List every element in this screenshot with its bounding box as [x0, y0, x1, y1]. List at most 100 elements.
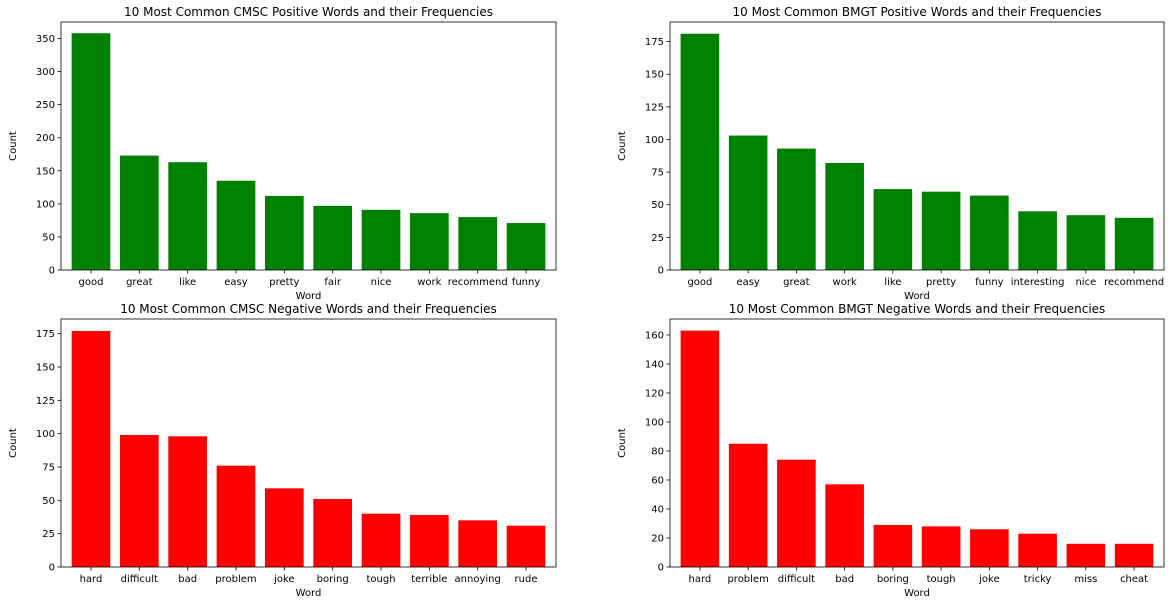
bar-difficult [777, 459, 816, 567]
x-axis-label: Word [904, 291, 930, 302]
y-axis-label: Count [8, 428, 19, 458]
x-tick-label: difficult [121, 574, 158, 585]
bar-work [410, 213, 449, 270]
y-axis-label: Count [617, 428, 628, 458]
bar-work [825, 162, 864, 270]
bar-problem [728, 443, 768, 567]
y-axis-label: Count [617, 131, 628, 161]
y-tick-label: 250 [36, 100, 55, 111]
bar-like [168, 162, 207, 270]
bar-pretty [264, 195, 304, 270]
chart-title: 10 Most Common BMGT Negative Words and t… [729, 302, 1106, 316]
bar-fair [313, 205, 353, 270]
bar-tough [921, 526, 961, 567]
x-tick-label: like [884, 277, 901, 288]
y-tick-label: 160 [645, 330, 664, 341]
y-tick-label: 100 [645, 135, 664, 146]
bar-nice [1066, 215, 1106, 270]
x-tick-label: problem [215, 574, 256, 585]
x-axis-label: Word [296, 588, 322, 599]
x-tick-label: fair [324, 277, 341, 288]
x-tick-label: funny [512, 277, 541, 288]
bar-interesting [1018, 211, 1057, 270]
y-tick-label: 75 [651, 168, 664, 179]
bar-miss [1066, 543, 1106, 567]
bar-bad [825, 484, 864, 567]
y-tick-label: 120 [645, 388, 664, 399]
y-tick-label: 60 [651, 475, 664, 486]
x-tick-label: tough [366, 574, 395, 585]
y-tick-label: 125 [36, 396, 55, 407]
y-tick-label: 0 [49, 563, 55, 574]
y-tick-label: 40 [651, 504, 664, 515]
y-tick-label: 25 [42, 529, 55, 540]
x-tick-label: annoying [455, 574, 501, 585]
bar-problem [216, 465, 256, 567]
y-tick-label: 50 [42, 496, 55, 507]
chart-3: 10 Most Common CMSC Negative Words and t… [8, 302, 557, 599]
y-tick-label: 50 [42, 232, 55, 243]
y-tick-label: 150 [36, 363, 55, 374]
chart-4: 10 Most Common BMGT Negative Words and t… [617, 302, 1165, 599]
y-tick-label: 140 [645, 359, 664, 370]
bar-hard [680, 330, 720, 567]
y-tick-label: 50 [651, 200, 664, 211]
x-axis-label: Word [296, 291, 322, 302]
chart-title: 10 Most Common CMSC Positive Words and t… [124, 5, 493, 19]
x-tick-label: terrible [411, 574, 447, 585]
y-tick-label: 25 [651, 233, 664, 244]
x-axis-label: Word [904, 588, 930, 599]
bar-easy [216, 180, 256, 270]
x-tick-label: problem [727, 574, 768, 585]
bar-boring [873, 524, 913, 567]
x-tick-label: pretty [926, 277, 956, 288]
bar-funny [970, 195, 1009, 270]
bar-good [71, 33, 111, 270]
x-tick-label: recommend [1104, 277, 1164, 288]
x-tick-label: boring [317, 574, 349, 585]
x-tick-label: joke [978, 574, 999, 585]
x-tick-label: hard [689, 574, 712, 585]
axes-frame [669, 318, 1165, 568]
axes-frame [60, 21, 557, 271]
bar-boring [313, 499, 353, 567]
y-tick-label: 80 [651, 446, 664, 457]
x-tick-label: like [179, 277, 196, 288]
y-tick-label: 20 [651, 533, 664, 544]
x-tick-label: work [833, 277, 857, 288]
y-tick-label: 100 [36, 199, 55, 210]
x-tick-label: work [417, 277, 441, 288]
x-tick-label: easy [224, 277, 247, 288]
bar-tough [361, 513, 401, 567]
bar-bad [168, 436, 207, 567]
bar-rude [506, 525, 546, 567]
bar-cheat [1114, 543, 1154, 567]
x-tick-label: great [783, 277, 810, 288]
bar-funny [506, 223, 546, 270]
y-tick-label: 0 [49, 266, 55, 277]
x-tick-label: tough [927, 574, 956, 585]
bar-nice [361, 209, 401, 270]
y-tick-label: 150 [645, 70, 664, 81]
x-tick-label: good [687, 277, 712, 288]
chart-title: 10 Most Common BMGT Positive Words and t… [732, 5, 1101, 19]
y-tick-label: 75 [42, 463, 55, 474]
x-tick-label: nice [371, 277, 392, 288]
y-tick-label: 175 [36, 329, 55, 340]
bar-joke [970, 529, 1009, 567]
x-tick-label: bad [178, 574, 197, 585]
bar-recommend [458, 217, 498, 270]
y-tick-label: 300 [36, 67, 55, 78]
axes-frame [60, 318, 557, 568]
x-tick-label: tricky [1024, 574, 1052, 585]
bar-hard [71, 331, 111, 567]
x-tick-label: funny [975, 277, 1004, 288]
x-tick-label: boring [877, 574, 909, 585]
x-tick-label: nice [1075, 277, 1096, 288]
bar-terrible [410, 515, 449, 567]
chart-1: 10 Most Common CMSC Positive Words and t… [8, 5, 557, 302]
x-tick-label: miss [1074, 574, 1097, 585]
bar-good [680, 33, 720, 270]
x-tick-label: bad [835, 574, 854, 585]
